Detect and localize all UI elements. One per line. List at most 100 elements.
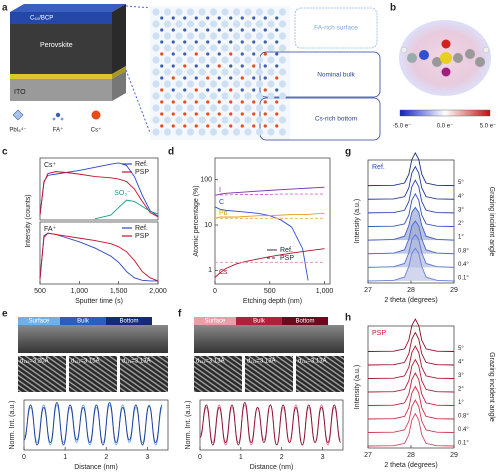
octahedron: [186, 92, 195, 100]
octahedron: [244, 92, 252, 100]
legend-label: PbI₆⁴⁻: [9, 127, 26, 134]
cation: [160, 16, 164, 20]
cation: [206, 40, 210, 44]
octahedron: [232, 20, 241, 28]
cation: [217, 52, 221, 56]
cation: [240, 100, 244, 104]
cation: [229, 40, 233, 44]
peak: [367, 192, 455, 227]
y-axis-label: Intensity (counts): [25, 194, 32, 247]
cation: [171, 76, 175, 80]
octahedron: [244, 128, 252, 136]
x-tick-label: 3: [145, 454, 149, 461]
octahedron: [267, 44, 275, 52]
cation: [171, 64, 175, 68]
cation: [240, 52, 244, 56]
series-label: 0.1°: [458, 276, 469, 282]
cation: [275, 64, 279, 68]
octahedron: [175, 128, 183, 136]
y2-axis-label: Grazing incident angle: [488, 352, 495, 422]
cation: [183, 28, 187, 32]
octahedron: [278, 20, 287, 28]
octahedron: [209, 128, 218, 136]
octahedron: [278, 8, 287, 16]
octahedron: [175, 32, 183, 40]
cation: [171, 88, 175, 92]
legend-label: Ref.: [135, 225, 148, 232]
octahedron: [232, 128, 241, 136]
octahedron: [267, 56, 275, 64]
cation: [252, 100, 256, 104]
octahedron: [255, 92, 264, 100]
series-line: [214, 212, 325, 219]
cation: [171, 100, 175, 104]
cation: [275, 76, 279, 80]
cation: [183, 100, 187, 104]
octahedron: [163, 128, 172, 136]
cation: [217, 100, 221, 104]
x-tick-label: 1: [239, 454, 243, 461]
octahedron: [278, 68, 287, 76]
octahedron: [198, 32, 206, 40]
x-axis-label: 2 theta (degrees): [384, 297, 437, 304]
octahedron: [186, 68, 195, 76]
spacing-label: d₁₁₁=3.13Å: [298, 358, 327, 365]
x-tick-label: 29: [450, 452, 458, 459]
cation: [217, 64, 221, 68]
zone-label: Surface: [205, 319, 226, 325]
octahedron: [267, 32, 275, 40]
x-tick-label: 2: [280, 454, 284, 461]
region-label: FA-rich surface: [314, 25, 358, 32]
x-tick-label: 0: [198, 454, 202, 461]
peak: [367, 399, 455, 433]
cation: [229, 100, 233, 104]
octahedron: [232, 8, 241, 16]
cation: [275, 16, 279, 20]
panel-label: a: [2, 3, 8, 14]
octahedron: [175, 44, 183, 52]
x-tick-label: 1,000: [71, 288, 89, 295]
series-line: [214, 193, 325, 196]
octahedron: [198, 56, 206, 64]
cation: [252, 76, 256, 80]
peak: [367, 358, 455, 393]
octahedron: [278, 104, 287, 112]
series-line: [214, 248, 325, 278]
cation: [263, 16, 267, 20]
octahedron: [255, 20, 264, 28]
layer-label: ITO: [14, 89, 26, 96]
octahedron: [186, 80, 195, 88]
panel-label: g: [345, 147, 351, 158]
cation: [263, 40, 267, 44]
octahedron: [232, 80, 241, 88]
zone-label: Bottom: [295, 319, 314, 325]
peak: [367, 233, 455, 268]
series-label: 0.8°: [458, 414, 469, 420]
cation: [252, 124, 256, 128]
octahedron: [244, 56, 252, 64]
peak-fill: [368, 221, 454, 254]
octahedron: [278, 92, 287, 100]
peak: [367, 247, 455, 282]
octahedron: [209, 80, 218, 88]
cation: [229, 28, 233, 32]
panel-label: d: [168, 147, 174, 158]
y-axis-label: Norm. Int. (a.u.): [185, 400, 192, 449]
octahedron: [267, 68, 275, 76]
octahedron: [221, 116, 229, 124]
x-tick-label: 27: [364, 452, 372, 459]
peak: [367, 385, 455, 420]
octahedron: [221, 80, 229, 88]
octahedron: [152, 104, 160, 112]
panel-label: b: [390, 3, 396, 14]
octahedron: [221, 32, 229, 40]
series-line: [94, 199, 159, 220]
cation: [263, 64, 267, 68]
octahedron: [163, 104, 172, 112]
octahedron: [209, 92, 218, 100]
cation: [240, 64, 244, 68]
y2-axis-label: Grazing incident angle: [488, 187, 495, 257]
cation: [194, 124, 198, 128]
x-tick-label: 500: [264, 288, 276, 295]
cation: [194, 40, 198, 44]
